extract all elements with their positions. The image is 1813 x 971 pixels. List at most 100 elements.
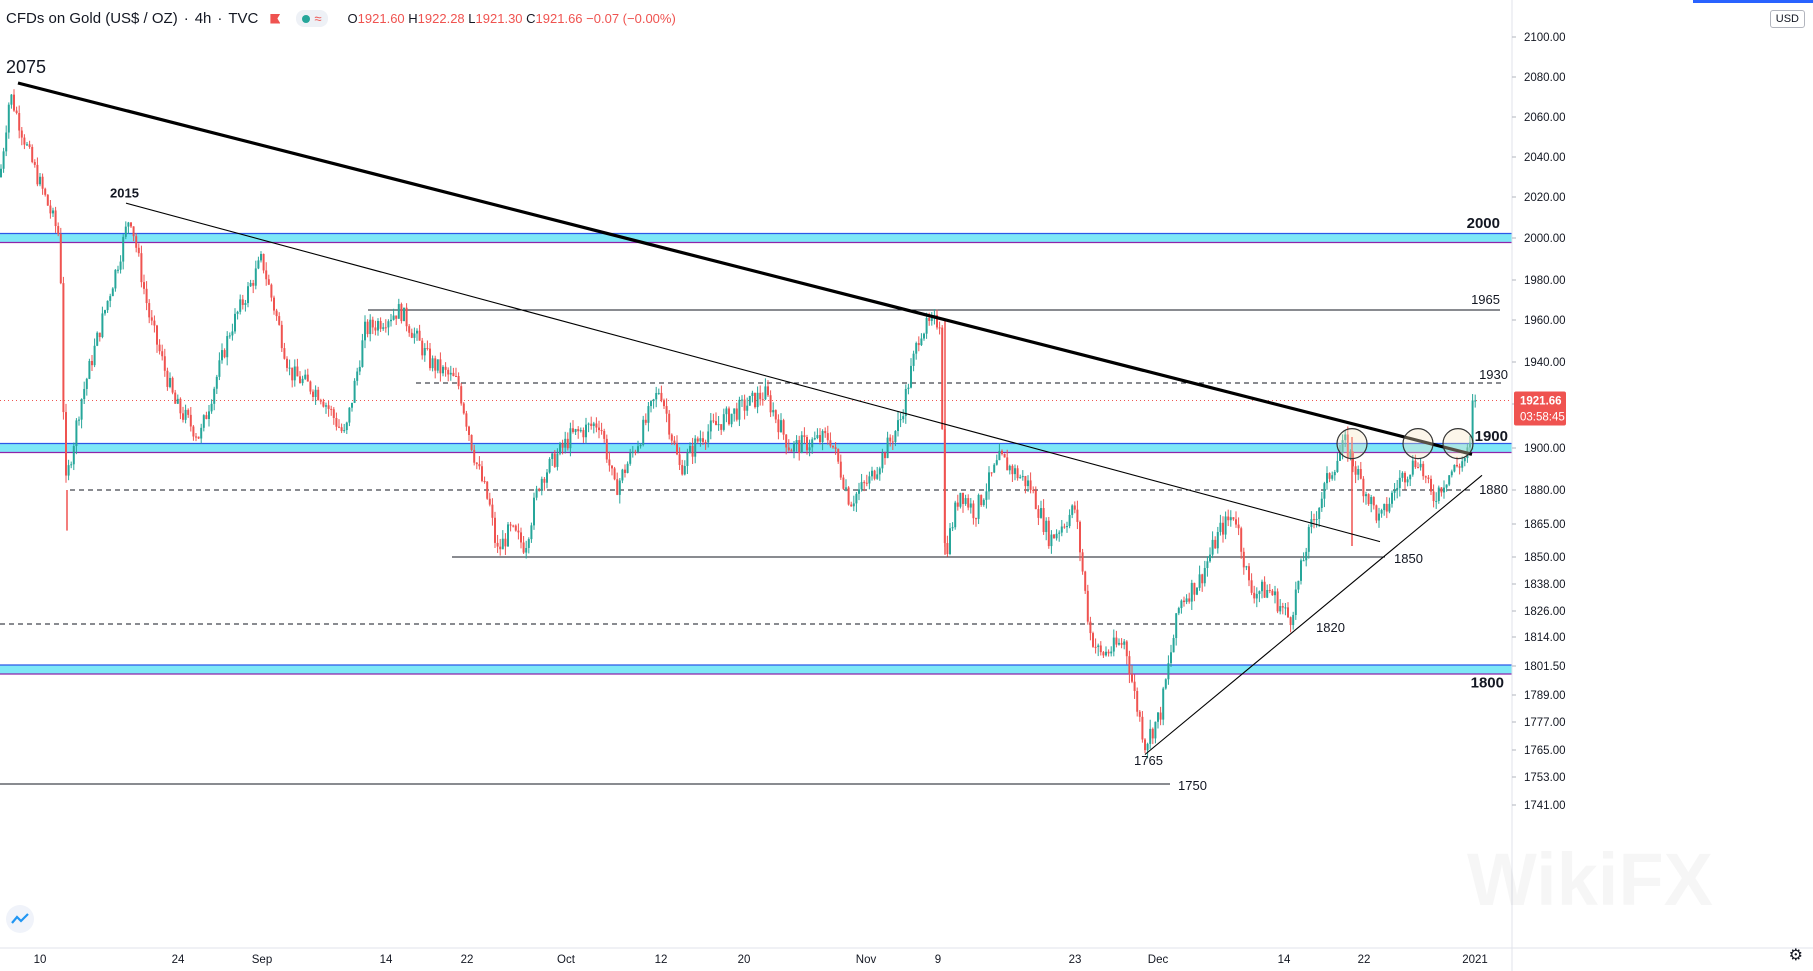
candle-body bbox=[387, 321, 390, 328]
market-open-dot-icon bbox=[302, 14, 311, 23]
candle-body bbox=[39, 176, 41, 185]
symbol-title[interactable]: CFDs on Gold (US$ / OZ) bbox=[6, 10, 178, 27]
candle-body bbox=[1102, 652, 1105, 656]
candle-body bbox=[1422, 463, 1425, 477]
candle-body bbox=[1344, 434, 1347, 441]
candle-body bbox=[533, 497, 535, 526]
candle-body bbox=[1006, 457, 1009, 471]
candle-body bbox=[1456, 464, 1458, 467]
candle-body bbox=[871, 470, 873, 477]
last-price-badge bbox=[1514, 391, 1566, 426]
candle-body bbox=[1050, 534, 1053, 547]
candle-body bbox=[821, 430, 824, 443]
candle-body bbox=[616, 479, 619, 495]
candle-body bbox=[572, 428, 574, 432]
candle-body bbox=[1024, 476, 1027, 487]
candle-body bbox=[410, 332, 413, 338]
candle-body bbox=[629, 453, 632, 464]
candle-body bbox=[262, 253, 265, 271]
candle-body bbox=[644, 419, 647, 423]
candle-body bbox=[296, 366, 299, 377]
candle-body bbox=[1274, 591, 1276, 596]
candle-body bbox=[1281, 606, 1284, 608]
candle-body bbox=[595, 423, 598, 428]
candle-body bbox=[496, 542, 499, 547]
candle-body bbox=[369, 319, 372, 335]
candle-body bbox=[972, 503, 975, 519]
candle-body bbox=[91, 360, 93, 366]
candle-body bbox=[340, 427, 343, 432]
flag-icon[interactable] bbox=[270, 13, 281, 24]
candle-body bbox=[598, 427, 600, 431]
candle-body bbox=[1136, 690, 1139, 712]
time-tick-label: Sep bbox=[252, 954, 272, 966]
candle-body bbox=[1336, 460, 1339, 472]
candle-body bbox=[1019, 477, 1022, 479]
candle-body bbox=[1089, 621, 1092, 634]
candle-body bbox=[260, 253, 262, 261]
candle-body bbox=[1092, 633, 1094, 647]
candle-body bbox=[1474, 400, 1477, 402]
candle-body bbox=[1378, 513, 1380, 521]
candle-body bbox=[878, 468, 881, 475]
candle-body bbox=[936, 314, 938, 328]
candle-body bbox=[1313, 519, 1315, 521]
candle-body bbox=[873, 470, 876, 479]
price-tick-label: 1880.00 bbox=[1524, 485, 1566, 497]
candle-body bbox=[668, 413, 671, 435]
candle-body bbox=[509, 524, 512, 526]
currency-button[interactable]: USD bbox=[1769, 10, 1805, 28]
candle-body bbox=[1404, 472, 1406, 483]
candle-body bbox=[730, 413, 733, 425]
candle-body bbox=[517, 530, 520, 533]
settings-gear-icon[interactable]: ⚙ bbox=[1788, 947, 1803, 964]
candle-body bbox=[481, 466, 483, 482]
candle-body bbox=[1021, 476, 1024, 478]
candle-body bbox=[418, 330, 421, 341]
candle-body bbox=[1349, 451, 1352, 458]
candle-body bbox=[764, 386, 767, 400]
candle-body bbox=[179, 398, 182, 414]
candle-body bbox=[559, 443, 561, 454]
candle-body bbox=[1144, 739, 1146, 751]
level-label-1750: 1750 bbox=[1178, 778, 1207, 793]
candle-body bbox=[75, 420, 78, 447]
interval-label[interactable]: 4h bbox=[194, 10, 212, 27]
candle-body bbox=[291, 367, 294, 381]
time-tick-label: 20 bbox=[738, 954, 751, 966]
candle-body bbox=[964, 498, 967, 504]
level-label-1800: 1800 bbox=[1471, 674, 1504, 691]
candle-body bbox=[449, 372, 452, 375]
candle-body bbox=[1253, 592, 1256, 599]
candle-body bbox=[1279, 606, 1282, 612]
candle-body bbox=[361, 340, 364, 367]
candle-body bbox=[881, 452, 884, 469]
candle-body bbox=[613, 468, 616, 480]
candle-body bbox=[829, 440, 832, 446]
candle-body bbox=[889, 437, 892, 442]
tradingview-logo-icon[interactable] bbox=[6, 905, 34, 933]
candle-body bbox=[912, 353, 915, 366]
candle-body bbox=[858, 489, 860, 494]
candle-body bbox=[379, 320, 382, 329]
candle-body bbox=[1029, 480, 1032, 490]
candle-body bbox=[161, 351, 164, 357]
candle-body bbox=[1258, 591, 1261, 594]
candle-body bbox=[772, 410, 775, 413]
price-tick-label: 1940.00 bbox=[1524, 357, 1566, 369]
trendline-3 bbox=[1144, 474, 1483, 755]
candle-body bbox=[1261, 581, 1263, 592]
candle-body bbox=[327, 405, 330, 409]
candle-body bbox=[683, 466, 686, 475]
candle-body bbox=[759, 392, 762, 400]
market-status-pill[interactable]: ≈ bbox=[296, 10, 328, 27]
candle-body bbox=[930, 316, 933, 321]
candle-body bbox=[486, 481, 489, 499]
candle-body bbox=[611, 465, 613, 469]
candle-body bbox=[93, 345, 96, 366]
candle-body bbox=[351, 402, 353, 408]
candle-body bbox=[257, 260, 260, 269]
candle-body bbox=[556, 453, 559, 467]
candle-body bbox=[1219, 522, 1222, 532]
